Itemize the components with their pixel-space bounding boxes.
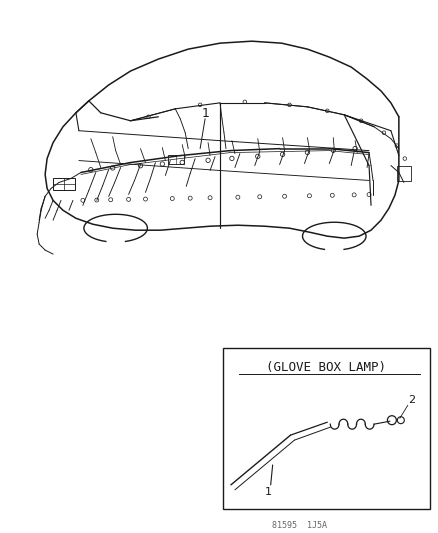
Bar [396,166,410,181]
Text: 1: 1 [201,107,209,120]
Text: 81595  1J5A: 81595 1J5A [272,521,326,530]
Bar [223,348,429,508]
Bar [53,179,75,190]
Text: (GLOVE BOX LAMP): (GLOVE BOX LAMP) [266,361,385,374]
Bar [168,155,184,164]
Text: 1: 1 [265,487,272,497]
Text: 2: 2 [407,395,414,405]
